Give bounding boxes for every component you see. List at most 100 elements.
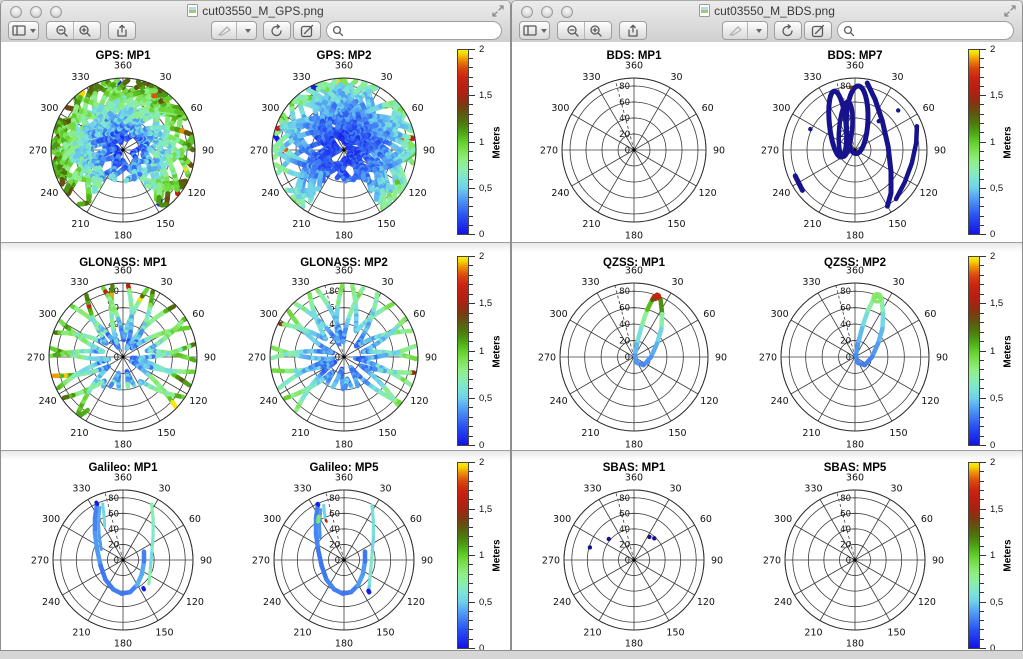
- skyplot-canvas: [235, 451, 453, 650]
- search-field[interactable]: [837, 21, 1014, 40]
- colorbar-ticks: 0 0,5 1 1,5 2: [469, 251, 509, 451]
- skyplot-gps-mp1: GPS: MP1: [14, 42, 232, 242]
- skyplot-galileo-mp1: Galileo: MP1: [14, 451, 232, 650]
- skyplot-canvas: [525, 451, 743, 650]
- rotate-left-icon: [782, 24, 793, 37]
- colorbar: 0 0,5 1 1,5 2 Meters: [446, 251, 510, 451]
- edit-button[interactable]: [293, 21, 321, 40]
- preview-window-gps: cut03550_M_GPS.png GPS: MP1 GPS: MP2 0 0,…: [0, 0, 511, 651]
- skyplot-canvas: [235, 42, 453, 242]
- skyplot-bds-mp7: BDS: MP7: [746, 42, 964, 242]
- colorbar-ticks: 0 0,5 1 1,5 2: [469, 457, 509, 650]
- skyplot-sbas-mp5: SBAS: MP5: [746, 451, 964, 650]
- share-button[interactable]: [619, 21, 647, 40]
- chevron-down-icon: [29, 28, 36, 33]
- plot-title: BDS: MP1: [606, 50, 662, 62]
- plot-title: SBAS: MP1: [602, 462, 666, 474]
- plot-title: SBAS: MP5: [823, 462, 887, 474]
- minimize-button[interactable]: [30, 6, 42, 18]
- plot-title: Galileo: MP5: [309, 462, 379, 474]
- maximize-button[interactable]: [561, 6, 573, 18]
- colorbar-label: Meters: [491, 539, 503, 572]
- search-input[interactable]: [855, 22, 1013, 39]
- colorbar-ticks: 0 0,5 1 1,5 2: [980, 251, 1020, 451]
- rotate-button[interactable]: [263, 21, 291, 40]
- plot-row-glonass: GLONASS: MP1 GLONASS: MP2 0 0,5 1 1,5 2 Meter…: [1, 242, 510, 451]
- skyplot-glonass-mp1: GLONASS: MP1: [14, 243, 232, 450]
- view-menu-button[interactable]: [519, 21, 550, 40]
- plot-title: GPS: MP1: [95, 50, 151, 62]
- skyplot-canvas: [14, 243, 232, 450]
- markup-button[interactable]: [722, 21, 768, 40]
- share-button[interactable]: [108, 21, 136, 40]
- skyplot-canvas: [235, 243, 453, 450]
- search-input[interactable]: [344, 22, 501, 39]
- colorbar-ticks: 0 0,5 1 1,5 2: [980, 457, 1020, 650]
- plot-row-galileo: Galileo: MP1 Galileo: MP5 0 0,5 1 1,5 2 Meter…: [1, 450, 510, 650]
- traffic-lights: [10, 6, 62, 18]
- plot-title: QZSS: MP2: [824, 257, 886, 269]
- colorbar: 0 0,5 1 1,5 2 Meters: [446, 44, 510, 240]
- edit-button[interactable]: [804, 21, 832, 40]
- window-title: cut03550_M_GPS.png: [61, 4, 450, 20]
- skyplot-glonass-mp2: GLONASS: MP2: [235, 243, 453, 450]
- preview-window-bds: cut03550_M_BDS.png BDS: MP1 BDS: MP7 0 0,…: [511, 0, 1023, 651]
- colorbar-label: Meters: [491, 334, 503, 368]
- skyplot-canvas: [14, 451, 232, 650]
- document-icon: [699, 4, 711, 20]
- colorbar-gradient: [968, 462, 980, 649]
- rotate-button[interactable]: [774, 21, 802, 40]
- image-content: GPS: MP1 GPS: MP2 0 0,5 1 1,5 2 Meters GLONAS…: [1, 42, 510, 650]
- search-icon: [843, 25, 855, 36]
- skyplot-galileo-mp5: Galileo: MP5: [235, 451, 453, 650]
- plot-row-gps: GPS: MP1 GPS: MP2 0 0,5 1 1,5 2 Meters: [1, 42, 510, 242]
- colorbar: 0 0,5 1 1,5 2 Meters: [957, 457, 1021, 650]
- share-icon: [117, 24, 127, 37]
- close-button[interactable]: [521, 6, 533, 18]
- window-chrome: cut03550_M_BDS.png: [512, 1, 1022, 43]
- window-title-text: cut03550_M_GPS.png: [202, 4, 324, 18]
- edit-pencil-icon: [300, 24, 314, 37]
- colorbar: 0 0,5 1 1,5 2 Meters: [446, 457, 510, 650]
- colorbar-gradient: [968, 256, 980, 446]
- fullscreen-icon[interactable]: [492, 5, 504, 17]
- share-icon: [628, 24, 638, 37]
- search-field[interactable]: [326, 21, 502, 40]
- zoom-in-icon: [79, 24, 91, 37]
- zoom-segmented-control[interactable]: [557, 21, 612, 40]
- skyplot-canvas: [746, 451, 964, 650]
- plot-title: GPS: MP2: [316, 50, 372, 62]
- minimize-button[interactable]: [541, 6, 553, 18]
- search-icon: [332, 25, 344, 36]
- close-button[interactable]: [10, 6, 22, 18]
- skyplot-bds-mp1: BDS: MP1: [525, 42, 743, 242]
- window-title: cut03550_M_BDS.png: [572, 4, 962, 20]
- plot-title: Galileo: MP1: [88, 462, 158, 474]
- document-icon: [187, 4, 199, 20]
- view-menu-button[interactable]: [8, 21, 39, 40]
- fullscreen-icon[interactable]: [1004, 5, 1016, 17]
- zoom-out-icon: [56, 24, 68, 37]
- skyplot-canvas: [746, 42, 964, 242]
- plot-row-bds: BDS: MP1 BDS: MP7 0 0,5 1 1,5 2 Meters: [512, 42, 1022, 242]
- plot-title: GLONASS: MP1: [79, 257, 167, 269]
- skyplot-canvas: [525, 243, 743, 450]
- colorbar-ticks: 0 0,5 1 1,5 2: [980, 44, 1020, 240]
- colorbar-ticks: 0 0,5 1 1,5 2: [469, 44, 509, 240]
- maximize-button[interactable]: [50, 6, 62, 18]
- colorbar-label: Meters: [1002, 539, 1014, 572]
- colorbar-label: Meters: [491, 125, 503, 159]
- skyplot-canvas: [746, 243, 964, 450]
- skyplot-canvas: [525, 42, 743, 242]
- window-title-text: cut03550_M_BDS.png: [714, 4, 835, 18]
- skyplot-qzss-mp2: QZSS: MP2: [746, 243, 964, 450]
- window-chrome: cut03550_M_GPS.png: [1, 1, 510, 43]
- toolbar: [512, 21, 1022, 42]
- markup-pen-icon: [218, 25, 231, 36]
- zoom-segmented-control[interactable]: [46, 21, 101, 40]
- chevron-down-icon: [540, 28, 547, 33]
- toolbar: [1, 21, 510, 42]
- skyplot-qzss-mp1: QZSS: MP1: [525, 243, 743, 450]
- markup-button[interactable]: [211, 21, 257, 40]
- colorbar-gradient: [968, 49, 980, 235]
